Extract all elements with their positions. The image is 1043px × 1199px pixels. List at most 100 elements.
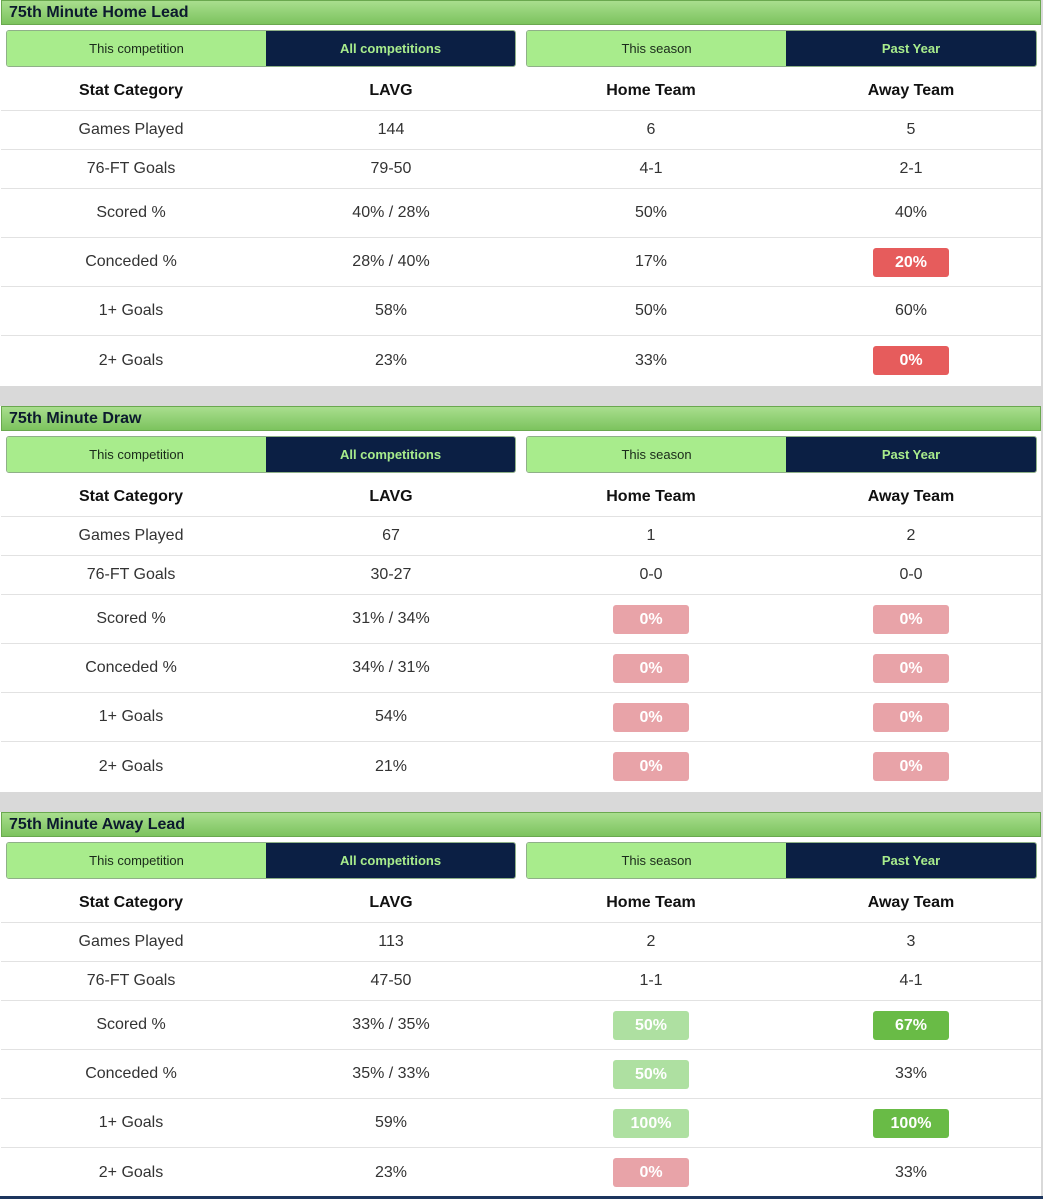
lavg-value: 34% / 31%	[352, 659, 430, 676]
lavg-value: 35% / 33%	[352, 1065, 430, 1082]
lavg-value: 47-50	[370, 972, 412, 989]
header-stat-category: Stat Category	[78, 81, 184, 99]
table-row: 76-FT Goals 79-50 4-1 2-1	[1, 150, 1041, 189]
header-lavg: LAVG	[369, 893, 413, 911]
this-competition-button[interactable]: This competition	[7, 843, 266, 878]
table-header-row: Stat Category LAVG Home Team Away Team	[1, 477, 1041, 517]
this-competition-button[interactable]: This competition	[7, 437, 266, 472]
header-away-team: Away Team	[867, 893, 955, 911]
stat-category: Scored %	[96, 1016, 166, 1033]
away-value: 33%	[894, 1163, 928, 1181]
bottom-border	[0, 1196, 1043, 1199]
past-year-button[interactable]: Past Year	[786, 31, 1036, 66]
home-value: 4-1	[639, 160, 663, 177]
all-competitions-button[interactable]: All competitions	[266, 843, 515, 878]
section-title: 75th Minute Home Lead	[1, 0, 1041, 25]
lavg-value: 144	[377, 121, 405, 138]
table-row: 2+ Goals 23% 33% 0%	[1, 336, 1041, 385]
home-value: 1-1	[639, 972, 663, 989]
table-row: 2+ Goals 23% 0% 33%	[1, 1148, 1041, 1197]
stat-category: Conceded %	[85, 253, 177, 270]
section-draw: 75th Minute Draw This competition All co…	[1, 406, 1042, 789]
competition-toggle: This competition All competitions	[6, 436, 516, 473]
header-lavg: LAVG	[369, 487, 413, 505]
home-value: 50%	[634, 204, 668, 221]
table-row: Games Played 144 6 5	[1, 111, 1041, 150]
lavg-value: 79-50	[370, 160, 412, 177]
competition-toggle: This competition All competitions	[6, 30, 516, 67]
table-row: 1+ Goals 58% 50% 60%	[1, 287, 1041, 336]
away-value-badge: 67%	[873, 1010, 949, 1040]
this-season-button[interactable]: This season	[527, 437, 786, 472]
stat-category: 2+ Goals	[98, 351, 164, 369]
home-value: 50%	[634, 302, 668, 319]
away-value: 2	[906, 527, 916, 544]
table-row: Conceded % 28% / 40% 17% 20%	[1, 238, 1041, 287]
header-home-team: Home Team	[606, 893, 696, 911]
table-row: Scored % 40% / 28% 50% 40%	[1, 189, 1041, 238]
header-home-team: Home Team	[606, 487, 696, 505]
header-home-team: Home Team	[606, 81, 696, 99]
lavg-value: 67	[382, 527, 400, 544]
period-toggle: This season Past Year	[526, 842, 1037, 879]
header-away-team: Away Team	[867, 487, 955, 505]
all-competitions-button[interactable]: All competitions	[266, 437, 515, 472]
away-value-badge: 0%	[873, 604, 949, 634]
lavg-value: 30-27	[370, 566, 412, 583]
home-value-badge: 0%	[613, 1158, 689, 1187]
away-value: 33%	[894, 1065, 928, 1082]
home-value-badge: 100%	[613, 1108, 689, 1138]
away-value: 0-0	[899, 566, 923, 583]
stat-category: 76-FT Goals	[86, 566, 176, 583]
table-row: Conceded % 34% / 31% 0% 0%	[1, 644, 1041, 693]
lavg-value: 31% / 34%	[352, 610, 430, 627]
stat-category: 76-FT Goals	[86, 972, 176, 989]
home-value-badge: 0%	[613, 653, 689, 683]
this-season-button[interactable]: This season	[527, 31, 786, 66]
lavg-value: 113	[378, 933, 404, 950]
away-value-badge: 0%	[873, 702, 949, 732]
stats-table: Stat Category LAVG Home Team Away Team G…	[1, 477, 1041, 791]
table-row: 76-FT Goals 30-27 0-0 0-0	[1, 556, 1041, 595]
away-value: 4-1	[899, 972, 923, 989]
table-row: 1+ Goals 59% 100% 100%	[1, 1099, 1041, 1148]
period-toggle: This season Past Year	[526, 436, 1037, 473]
home-value-badge: 0%	[613, 752, 689, 781]
lavg-value: 23%	[374, 351, 408, 369]
home-value: 17%	[634, 253, 668, 270]
stats-table: Stat Category LAVG Home Team Away Team G…	[1, 71, 1041, 385]
table-row: 2+ Goals 21% 0% 0%	[1, 742, 1041, 791]
home-value-badge: 50%	[613, 1059, 689, 1089]
home-value-badge: 0%	[613, 604, 689, 634]
home-value: 1	[646, 527, 656, 544]
scrollbar-edge	[1041, 0, 1043, 1199]
stat-category: Games Played	[78, 527, 184, 544]
home-value-badge: 0%	[613, 702, 689, 732]
past-year-button[interactable]: Past Year	[786, 437, 1036, 472]
home-value: 6	[646, 121, 656, 138]
table-row: Games Played 67 1 2	[1, 517, 1041, 556]
home-value: 33%	[634, 351, 668, 369]
stat-category: 2+ Goals	[98, 757, 164, 775]
stat-category: 1+ Goals	[98, 1114, 164, 1131]
lavg-value: 58%	[374, 302, 408, 319]
table-row: 1+ Goals 54% 0% 0%	[1, 693, 1041, 742]
all-competitions-button[interactable]: All competitions	[266, 31, 515, 66]
home-value: 0-0	[639, 566, 663, 583]
away-value-badge: 100%	[873, 1108, 949, 1138]
away-value-badge: 20%	[873, 247, 949, 277]
stat-category: 76-FT Goals	[86, 160, 176, 177]
table-row: Scored % 31% / 34% 0% 0%	[1, 595, 1041, 644]
lavg-value: 23%	[374, 1163, 408, 1181]
away-value-badge: 0%	[873, 752, 949, 781]
this-competition-button[interactable]: This competition	[7, 31, 266, 66]
past-year-button[interactable]: Past Year	[786, 843, 1036, 878]
period-toggle: This season Past Year	[526, 30, 1037, 67]
away-value: 2-1	[899, 160, 923, 177]
stat-category: 1+ Goals	[98, 708, 164, 725]
this-season-button[interactable]: This season	[527, 843, 786, 878]
lavg-value: 28% / 40%	[352, 253, 430, 270]
header-stat-category: Stat Category	[78, 893, 184, 911]
lavg-value: 33% / 35%	[352, 1016, 430, 1033]
